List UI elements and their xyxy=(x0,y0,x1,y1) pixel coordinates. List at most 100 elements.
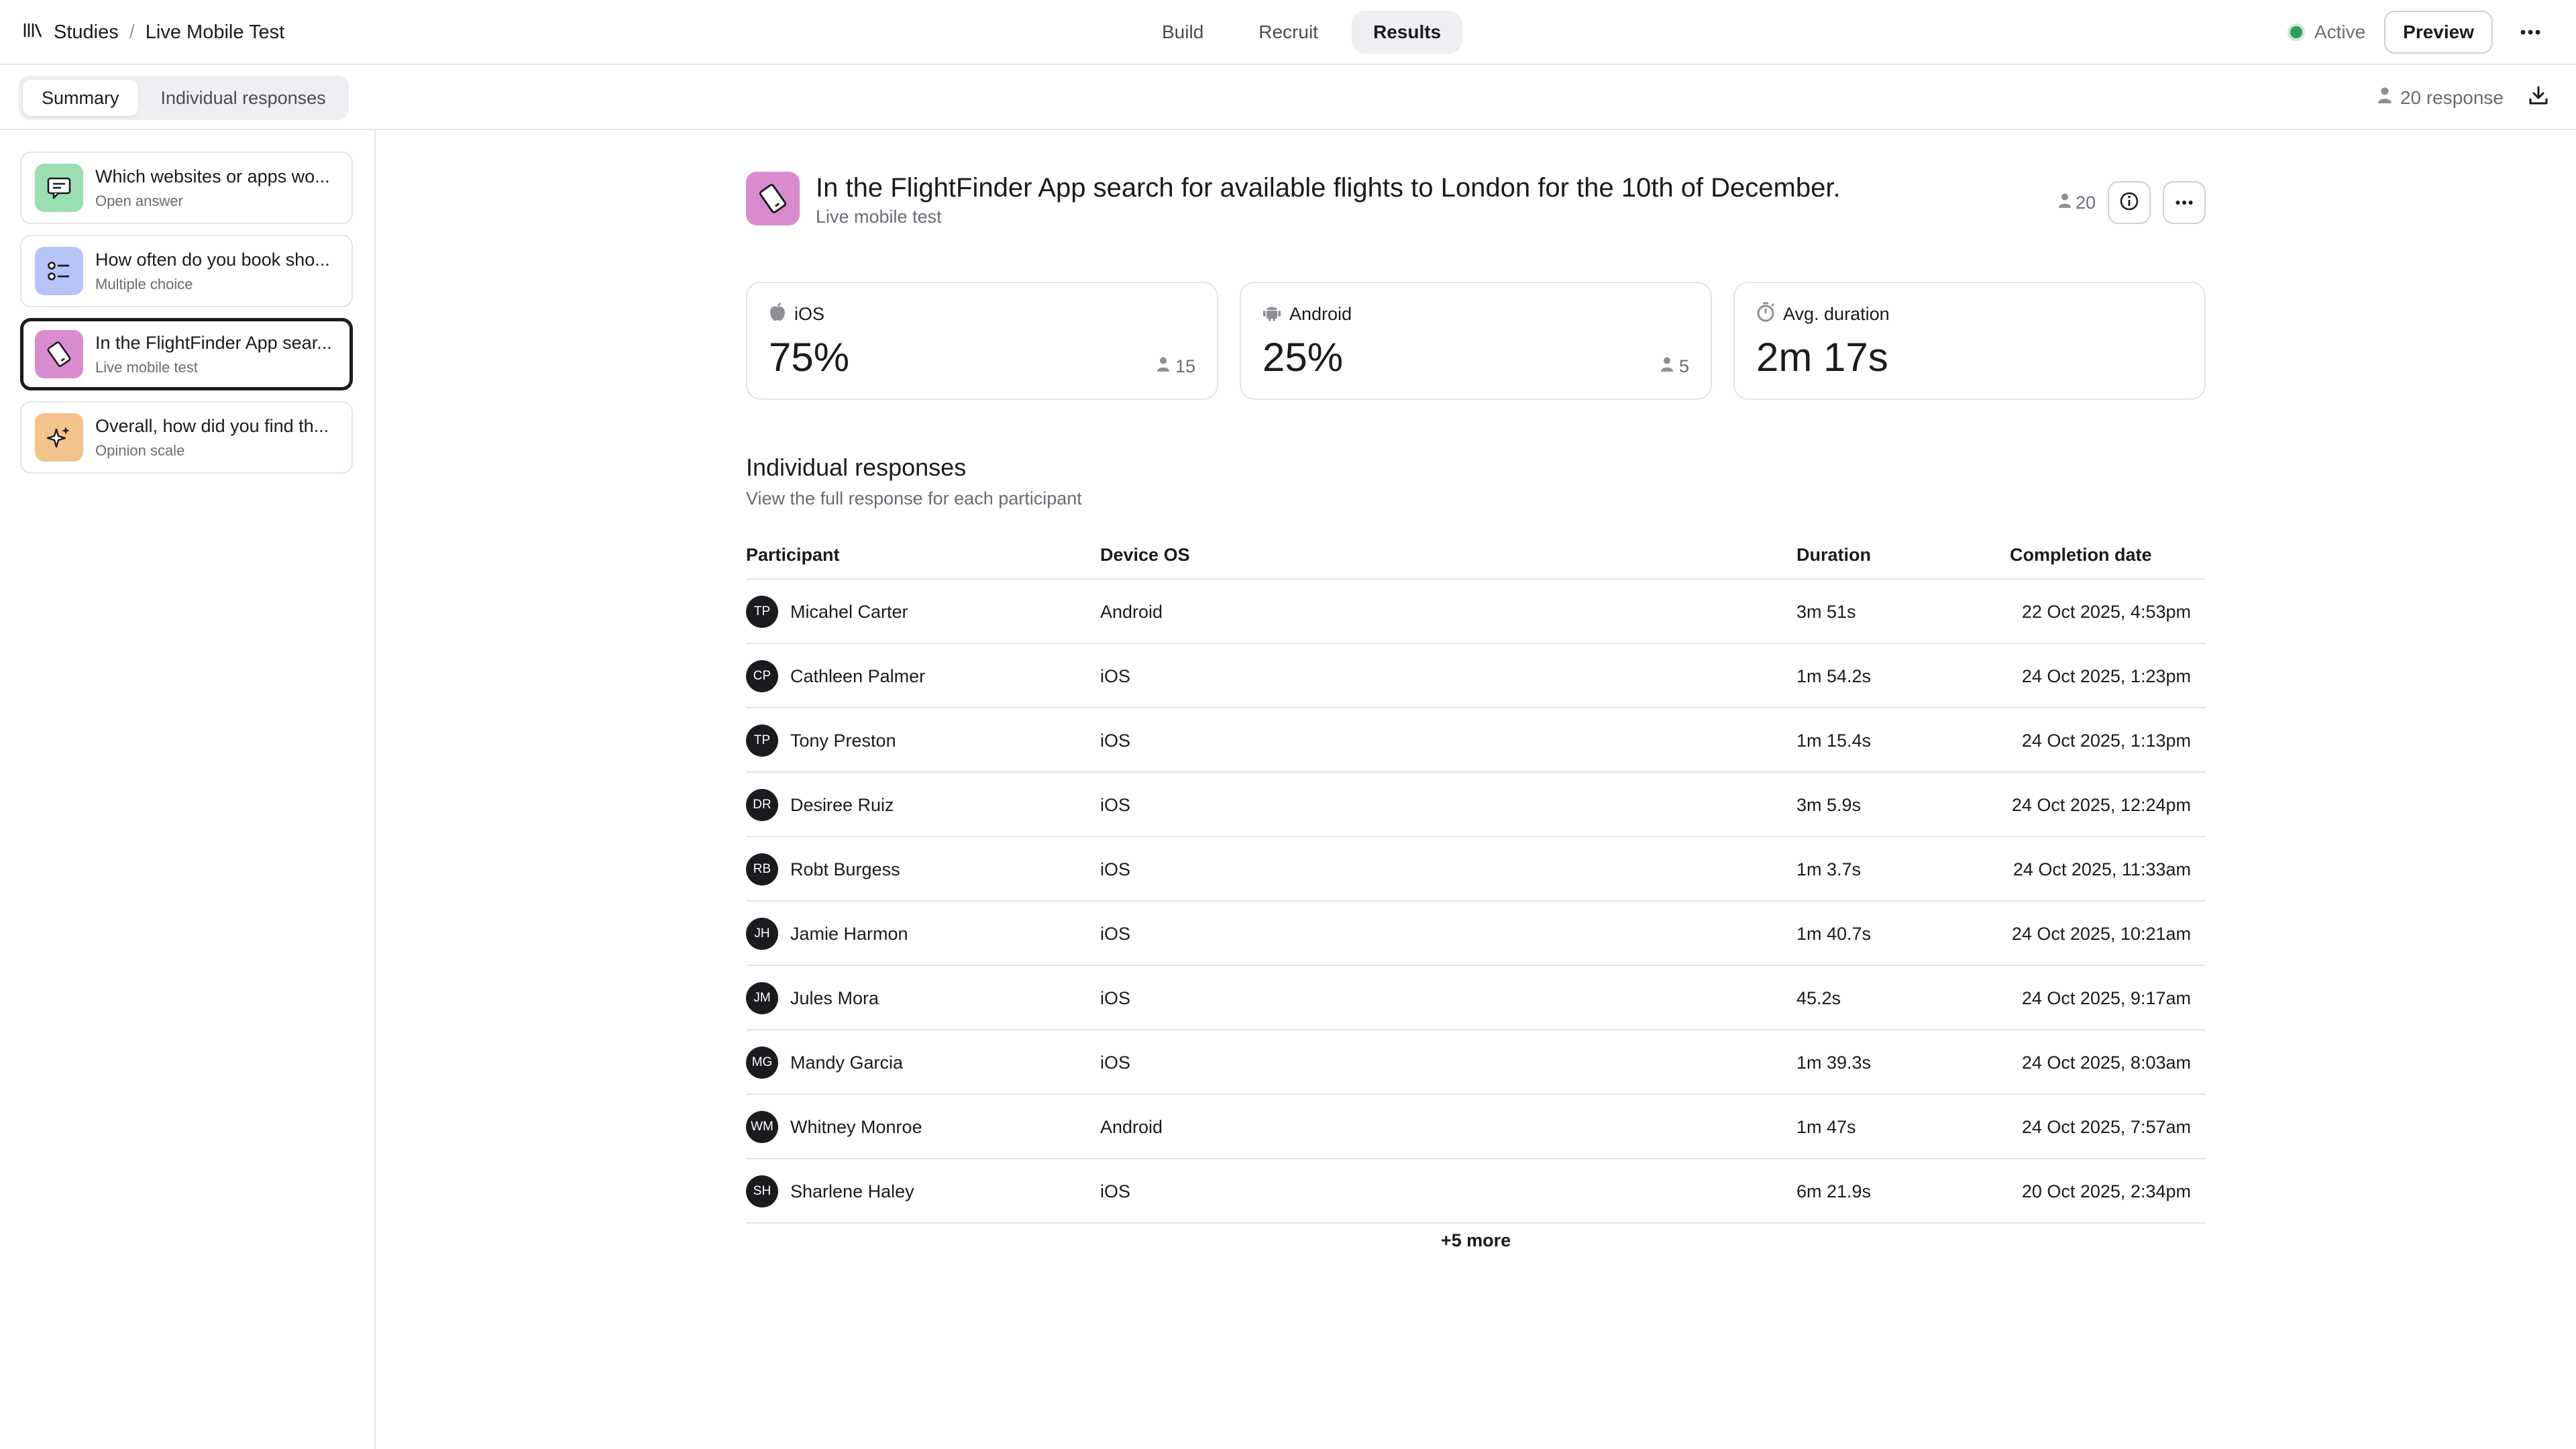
table-row[interactable]: WM Whitney Monroe Android 1m 47s 24 Oct 2025… xyxy=(746,1095,2206,1159)
table-row[interactable]: TP Micahel Carter Android 3m 51s 22 Oct 2025… xyxy=(746,580,2206,644)
table-row[interactable]: MG Mandy Garcia iOS 1m 39.3s 24 Oct 2025, 8:… xyxy=(746,1030,2206,1095)
stat-label: iOS xyxy=(794,304,825,324)
question-card-multiple-choice[interactable]: How often do you book sho... Multiple ch… xyxy=(20,235,353,307)
table-row[interactable]: DR Desiree Ruiz iOS 3m 5.9s 24 Oct 2025, 12:… xyxy=(746,773,2206,837)
participant-cell: DR Desiree Ruiz xyxy=(746,773,894,837)
breadcrumb-current: Live Mobile Test xyxy=(145,21,285,43)
header-actions: Active Preview xyxy=(2287,9,2549,55)
duration-cell: 1m 47s xyxy=(1796,1116,1856,1137)
mobile-icon xyxy=(35,330,83,378)
info-icon xyxy=(2118,191,2140,215)
question-title: In the FlightFinder App sear... xyxy=(95,332,332,353)
completion-date-cell: 22 Oct 2025, 4:53pm xyxy=(2021,601,2191,622)
question-more-button[interactable] xyxy=(2163,181,2206,224)
participant-cell: JH Jamie Harmon xyxy=(746,902,908,966)
device-os-cell: iOS xyxy=(1100,665,1131,686)
more-options-icon[interactable] xyxy=(2512,13,2549,51)
completion-date-cell: 24 Oct 2025, 8:03am xyxy=(2021,1052,2191,1073)
device-os-cell: iOS xyxy=(1100,859,1131,879)
table-row[interactable]: SH Sharlene Haley iOS 6m 21.9s 20 Oct 2025, … xyxy=(746,1159,2206,1224)
tab-summary[interactable]: Summary xyxy=(23,80,138,116)
device-os-cell: iOS xyxy=(1100,987,1131,1008)
table-row[interactable]: RB Robt Burgess iOS 1m 3.7s 24 Oct 2025, 11:… xyxy=(746,837,2206,902)
avatar: TP xyxy=(746,724,778,757)
download-icon[interactable] xyxy=(2528,85,2549,111)
breadcrumb-separator: / xyxy=(129,21,135,43)
question-sidebar: Which websites or apps wo... Open answer… xyxy=(0,130,376,1449)
response-count-label: 20 response xyxy=(2400,87,2504,108)
completion-date-cell: 20 Oct 2025, 2:34pm xyxy=(2021,1181,2191,1201)
completion-date-cell: 24 Oct 2025, 12:24pm xyxy=(2011,794,2191,815)
avatar: MG xyxy=(746,1046,778,1079)
stat-value: 75% xyxy=(769,335,850,380)
breadcrumb: Studies / Live Mobile Test xyxy=(23,0,284,65)
question-title: How often do you book sho... xyxy=(95,249,330,270)
duration-cell: 1m 39.3s xyxy=(1796,1052,1872,1073)
participant-cell: SH Sharlene Haley xyxy=(746,1159,914,1224)
response-summary: 20 response xyxy=(2377,65,2549,130)
participant-cell: JM Jules Mora xyxy=(746,966,879,1030)
sparkle-icon xyxy=(35,413,83,462)
duration-cell: 3m 51s xyxy=(1796,601,1856,622)
column-device-os[interactable]: Device OS xyxy=(1100,544,1190,565)
avatar: SH xyxy=(746,1175,778,1208)
stat-label: Android xyxy=(1289,304,1352,324)
question-header: In the FlightFinder App search for avail… xyxy=(746,172,2206,228)
stat-value: 2m 17s xyxy=(1756,335,1888,380)
duration-cell: 6m 21.9s xyxy=(1796,1181,1872,1201)
column-completion-date[interactable]: Completion date xyxy=(2010,544,2152,565)
preview-button[interactable]: Preview xyxy=(2384,11,2493,54)
participant-cell: RB Robt Burgess xyxy=(746,837,900,902)
question-type: Live mobile test xyxy=(816,207,942,227)
participant-name: Desiree Ruiz xyxy=(790,794,894,815)
participant-name: Tony Preston xyxy=(790,730,896,751)
question-card-live-mobile-test[interactable]: In the FlightFinder App sear... Live mob… xyxy=(20,318,353,390)
timer-icon xyxy=(1756,302,1775,327)
column-participant[interactable]: Participant xyxy=(746,544,840,565)
stat-count: 5 xyxy=(1678,356,1689,376)
breadcrumb-studies-link[interactable]: Studies xyxy=(54,21,119,43)
mobile-icon xyxy=(746,172,800,225)
table-row[interactable]: JH Jamie Harmon iOS 1m 40.7s 24 Oct 2025, 10… xyxy=(746,902,2206,966)
main-nav: Build Recruit Results xyxy=(1140,11,1463,54)
stat-card-ios: iOS 75% 15 xyxy=(746,282,1218,400)
response-count: 20 response xyxy=(2377,87,2504,109)
responses-table-body: TP Micahel Carter Android 3m 51s 22 Oct 2025… xyxy=(746,580,2206,1224)
person-icon xyxy=(2377,87,2392,109)
top-bar: Studies / Live Mobile Test Build Recruit… xyxy=(0,0,2576,65)
tab-results[interactable]: Results xyxy=(1351,11,1463,54)
column-duration[interactable]: Duration xyxy=(1796,544,1871,565)
question-card-opinion-scale[interactable]: Overall, how did you find th... Opinion … xyxy=(20,401,353,474)
stat-card-android: Android 25% 5 xyxy=(1240,282,1712,400)
avatar: JH xyxy=(746,918,778,950)
view-switcher: Summary Individual responses xyxy=(19,76,349,120)
question-type: Opinion scale xyxy=(95,441,185,459)
participant-cell: CP Cathleen Palmer xyxy=(746,644,925,708)
tab-build[interactable]: Build xyxy=(1162,21,1204,42)
table-row[interactable]: JM Jules Mora iOS 45.2s 24 Oct 2025, 9:17am xyxy=(746,966,2206,1030)
duration-cell: 1m 15.4s xyxy=(1796,730,1872,751)
info-button[interactable] xyxy=(2108,181,2151,224)
device-os-cell: iOS xyxy=(1100,923,1131,944)
participant-count-label: 20 xyxy=(2075,192,2096,213)
library-icon xyxy=(23,21,43,44)
avatar: JM xyxy=(746,982,778,1014)
device-os-cell: iOS xyxy=(1100,1052,1131,1073)
participant-name: Mandy Garcia xyxy=(790,1052,904,1073)
device-os-cell: iOS xyxy=(1100,794,1131,815)
duration-cell: 3m 5.9s xyxy=(1796,794,1862,815)
table-row[interactable]: CP Cathleen Palmer iOS 1m 54.2s 24 Oct 2025,… xyxy=(746,644,2206,708)
show-more-link[interactable]: +5 more xyxy=(1440,1230,1511,1250)
table-row[interactable]: TP Tony Preston iOS 1m 15.4s 24 Oct 2025, 1:… xyxy=(746,708,2206,773)
device-os-cell: Android xyxy=(1100,601,1163,622)
tab-recruit[interactable]: Recruit xyxy=(1258,21,1318,42)
completion-date-cell: 24 Oct 2025, 7:57am xyxy=(2021,1116,2191,1137)
tab-individual-responses[interactable]: Individual responses xyxy=(160,87,326,108)
more-options-icon xyxy=(2176,197,2193,209)
question-type: Multiple choice xyxy=(95,275,193,292)
question-card-open-answer[interactable]: Which websites or apps wo... Open answer xyxy=(20,152,353,224)
table-header: Participant Device OS Duration Completio… xyxy=(746,530,2206,580)
stat-card-avg-duration: Avg. duration 2m 17s xyxy=(1733,282,2206,400)
completion-date-cell: 24 Oct 2025, 1:13pm xyxy=(2021,730,2191,751)
participant-name: Whitney Monroe xyxy=(790,1116,922,1137)
